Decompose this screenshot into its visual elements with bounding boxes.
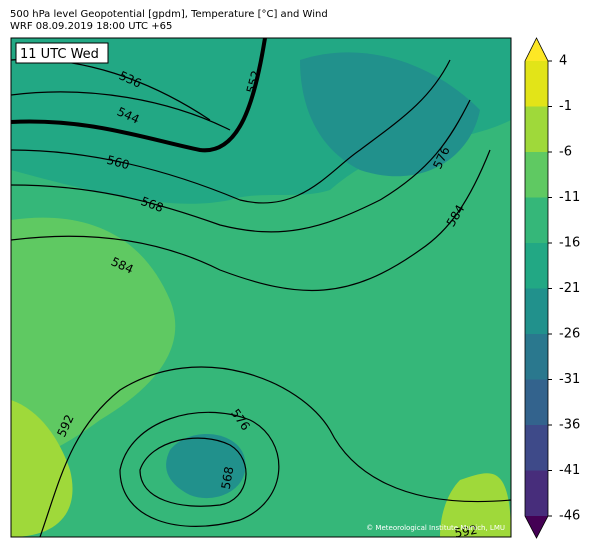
colorbar-band [525, 61, 548, 107]
contours [11, 58, 511, 537]
temperature-field [440, 473, 511, 537]
temperature-field [166, 433, 246, 499]
contour-label: 560 [105, 153, 131, 172]
colorbar-band [525, 334, 548, 380]
colorbar-band [525, 197, 548, 243]
colorbar-band [525, 152, 548, 198]
thick-contour [11, 38, 267, 153]
colorbar-tick-label: 4 [559, 54, 567, 69]
colorbar-tick-label: -21 [559, 281, 580, 296]
colorbar-band [525, 106, 548, 152]
title-line: 500 hPa level Geopotential [gpdm], Tempe… [10, 9, 328, 20]
temperature-field [11, 400, 73, 537]
colorbar-band [525, 470, 548, 516]
colorbar-tick-label: -41 [559, 463, 580, 478]
contour-label: 568 [219, 465, 237, 490]
colorbar-band [525, 425, 548, 471]
colorbar-tick-label: -46 [559, 509, 580, 524]
colorbar-tick-label: -36 [559, 418, 580, 433]
colorbar-tick-label: -11 [559, 190, 580, 205]
colorbar-tick-label: -16 [559, 236, 580, 251]
colorbar-band [525, 243, 548, 289]
colorbar-band [525, 288, 548, 334]
subtitle-line: WRF 08.09.2019 18:00 UTC +65 [10, 21, 172, 32]
colorbar-tick-label: -1 [559, 99, 572, 114]
contour-label: 592 [453, 523, 478, 541]
colorbar-tick-label: -26 [559, 327, 580, 342]
map: 536 544 552 560 568 584 576 584 592 576 … [11, 38, 511, 541]
colorbar-under [525, 516, 548, 538]
map-frame [10, 37, 512, 538]
contour-label: 552 [244, 69, 263, 95]
colorbar-band [525, 379, 548, 425]
temperature-field [11, 217, 176, 470]
time-label: 11 UTC Wed [20, 47, 99, 62]
colorbar-tick-label: -31 [559, 372, 580, 387]
colorbar-tick-label: -6 [559, 145, 572, 160]
colorbar-over [525, 38, 548, 61]
time-label-box [15, 42, 109, 64]
credit: © Meteorological Institute Munich, LMU [366, 524, 505, 532]
colorbar: 4 -1 -6 -11 -16 -21 -26 -31 -36 -41 -46 [524, 37, 580, 539]
